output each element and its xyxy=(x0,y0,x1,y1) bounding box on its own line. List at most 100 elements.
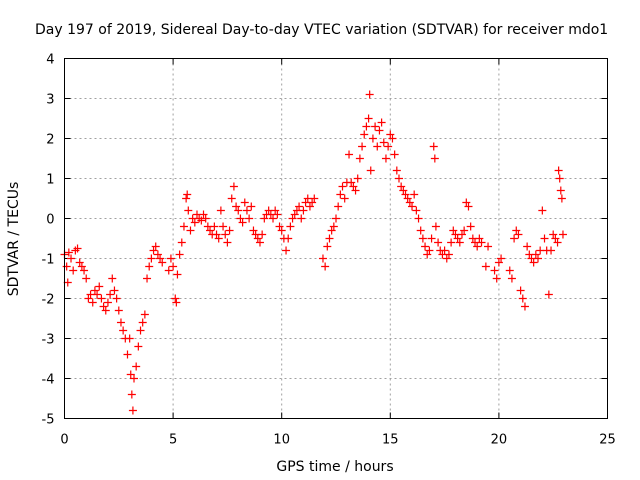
data-point xyxy=(332,214,340,223)
plot-frame xyxy=(64,58,608,419)
data-point xyxy=(149,246,158,255)
chart-title: Day 197 of 2019, Sidereal Day-to-day VTE… xyxy=(35,22,608,38)
y-tick-label: 4 xyxy=(46,53,54,68)
y-tick-label: 3 xyxy=(46,93,54,108)
data-point xyxy=(336,190,345,199)
data-point xyxy=(182,194,191,203)
data-point xyxy=(497,254,506,263)
data-point xyxy=(321,262,330,271)
data-point xyxy=(358,142,367,151)
data-point xyxy=(464,202,473,211)
data-point xyxy=(125,334,134,343)
data-point xyxy=(453,234,462,243)
x-tick-label: 20 xyxy=(491,433,508,448)
data-point xyxy=(549,230,558,239)
data-point xyxy=(492,274,501,283)
data-point xyxy=(310,194,319,203)
data-point xyxy=(384,142,393,151)
data-point xyxy=(557,194,566,203)
data-point xyxy=(108,274,117,283)
data-point xyxy=(405,198,414,207)
data-point xyxy=(507,274,516,283)
y-tick-label: -1 xyxy=(42,253,55,268)
data-point xyxy=(175,250,184,259)
data-point xyxy=(554,166,563,175)
data-point xyxy=(134,342,143,351)
data-point xyxy=(172,298,181,307)
data-point xyxy=(551,234,560,243)
data-point xyxy=(473,242,482,251)
data-point xyxy=(183,190,192,199)
data-point xyxy=(381,154,390,163)
data-point xyxy=(184,206,193,215)
data-point xyxy=(327,226,336,235)
data-point xyxy=(214,234,223,243)
data-point xyxy=(397,182,406,191)
data-point xyxy=(93,290,102,299)
data-point xyxy=(403,194,412,203)
data-point xyxy=(253,234,262,243)
data-point xyxy=(290,210,299,219)
x-tick-label: 0 xyxy=(60,433,68,448)
data-point xyxy=(455,238,464,247)
data-point xyxy=(132,362,141,371)
data-point xyxy=(227,194,236,203)
data-point xyxy=(153,250,162,259)
y-axis-label: SDTVAR / TECUs xyxy=(6,182,22,297)
data-point xyxy=(242,206,251,215)
data-point xyxy=(510,234,519,243)
data-point xyxy=(286,222,295,231)
y-tick-label: -5 xyxy=(42,413,55,428)
data-point xyxy=(143,274,152,283)
data-point xyxy=(62,262,71,271)
data-point xyxy=(558,230,567,239)
data-point xyxy=(447,238,456,247)
data-point xyxy=(329,222,338,231)
data-point xyxy=(273,210,282,219)
data-point xyxy=(151,242,160,251)
data-point xyxy=(305,202,314,211)
data-point xyxy=(334,202,343,211)
data-point xyxy=(375,126,384,135)
data-point xyxy=(232,202,241,211)
data-point xyxy=(533,254,542,263)
data-point xyxy=(318,254,327,263)
data-point xyxy=(347,178,356,187)
y-tick-label: 2 xyxy=(46,133,54,148)
data-point xyxy=(247,202,256,211)
data-point xyxy=(462,198,471,207)
data-point xyxy=(351,186,360,195)
data-point xyxy=(64,248,73,257)
data-point xyxy=(373,142,382,151)
data-point xyxy=(221,230,230,239)
data-point xyxy=(365,90,374,99)
data-point xyxy=(408,202,417,211)
data-point xyxy=(71,246,80,255)
data-point xyxy=(349,182,358,191)
data-point xyxy=(490,266,499,275)
data-point xyxy=(518,294,527,303)
data-point xyxy=(538,206,547,215)
data-point xyxy=(145,262,154,271)
data-point xyxy=(166,254,175,263)
data-point xyxy=(386,130,395,139)
data-point xyxy=(260,214,269,223)
data-point xyxy=(431,222,440,231)
data-point xyxy=(440,246,449,255)
data-point xyxy=(544,290,553,299)
data-point xyxy=(210,222,219,231)
data-point xyxy=(481,262,490,271)
data-point xyxy=(82,274,91,283)
data-point xyxy=(212,230,221,239)
data-point xyxy=(197,216,206,225)
y-tick-label: -2 xyxy=(42,293,55,308)
data-point xyxy=(277,226,286,235)
data-point xyxy=(258,230,267,239)
data-point xyxy=(457,230,466,239)
data-point xyxy=(201,214,210,223)
data-point xyxy=(271,206,280,215)
data-point xyxy=(377,118,386,127)
data-point xyxy=(442,254,451,263)
data-points xyxy=(60,90,567,415)
